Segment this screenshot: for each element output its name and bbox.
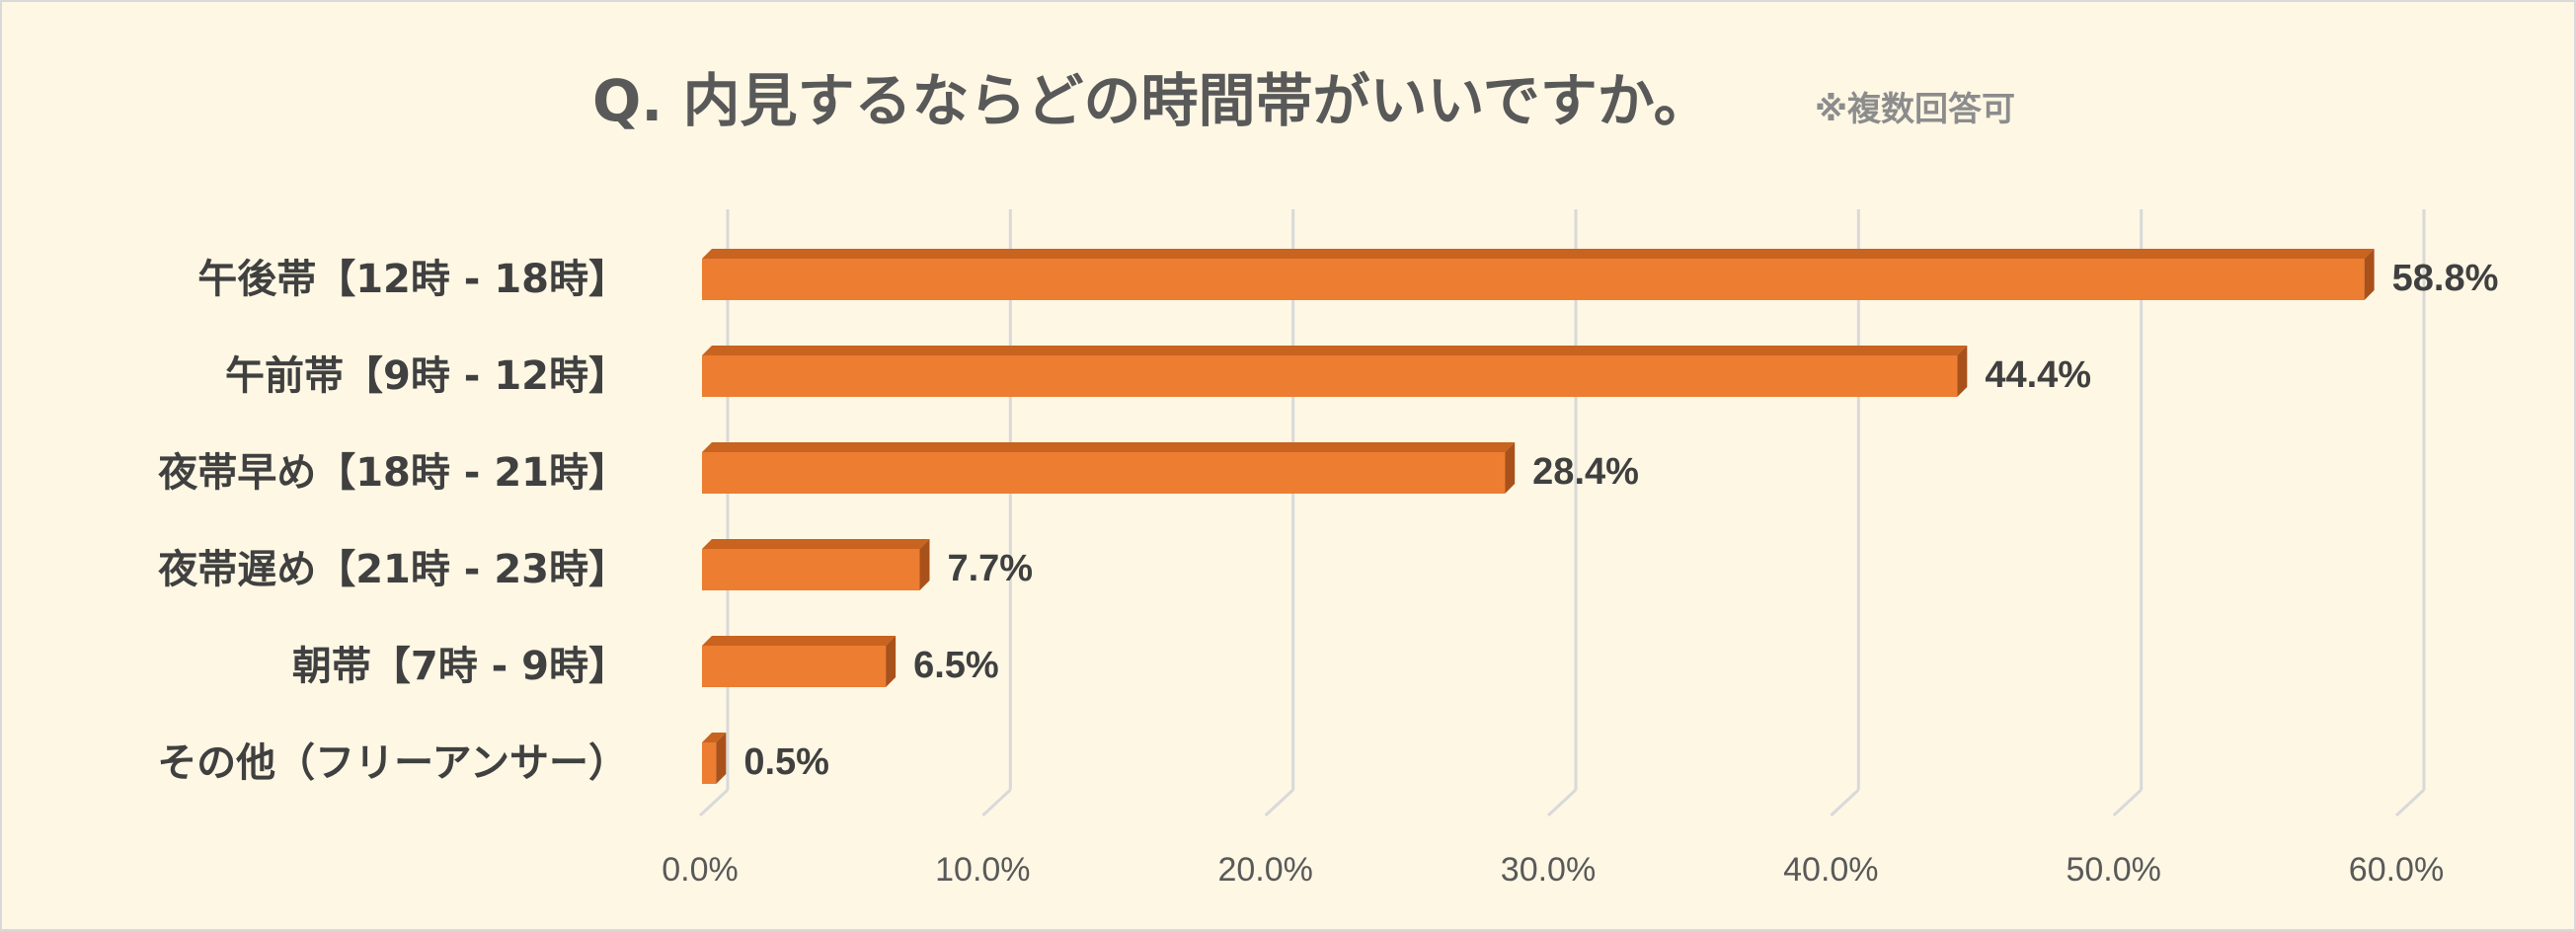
x-tick-label: 30.0% (1501, 851, 1596, 889)
bar-side (1957, 346, 1968, 397)
value-label: 7.7% (947, 548, 1033, 589)
bar-side (919, 539, 930, 590)
bar-side (1505, 442, 1516, 494)
bar-side (716, 733, 727, 784)
x-tick-label: 60.0% (2349, 851, 2444, 889)
x-tick-label: 40.0% (1783, 851, 1878, 889)
value-label: 6.5% (913, 645, 999, 686)
gridline-floor (1264, 788, 1294, 817)
gridline-floor (981, 788, 1012, 817)
category-label: 午後帯【12時 - 18時】 (197, 257, 628, 302)
gridline-floor (1830, 788, 1860, 817)
category-label: 夜帯早め【18時 - 21時】 (157, 450, 628, 496)
x-tick-label: 0.0% (662, 851, 739, 889)
x-tick-label: 10.0% (935, 851, 1030, 889)
x-tick-label: 20.0% (1217, 851, 1312, 889)
category-label: 夜帯遅め【21時 - 23時】 (157, 547, 628, 592)
bar-top (702, 733, 727, 742)
bar (702, 452, 1506, 494)
gridline-floor (2394, 788, 2426, 817)
gridlines (698, 209, 2426, 817)
category-label: 午前帯【9時 - 12時】 (225, 353, 628, 399)
bar-side (2364, 249, 2375, 300)
bar-top (702, 249, 2375, 259)
labels: 0.0% 10.0% 20.0% 30.0% 40.0% 50.0% 60.0% 58.8% 午… (157, 257, 2498, 889)
bar-side (886, 636, 897, 687)
value-label: 28.4% (1532, 451, 1639, 493)
chart-title: Q. 内見するならどの時間帯がいいですか。 (592, 67, 1711, 134)
category-label: 朝帯【7時 - 9時】 (292, 644, 628, 689)
value-label: 0.5% (743, 741, 829, 783)
bar (702, 742, 717, 784)
value-label: 58.8% (2392, 258, 2499, 299)
bar-top (702, 346, 1968, 355)
gridline-floor (2112, 788, 2143, 817)
bar (702, 646, 887, 687)
category-label: その他（フリーアンサー） (157, 740, 628, 786)
bar (702, 549, 920, 590)
gridline-floor (698, 788, 730, 817)
bar (702, 355, 1958, 397)
value-label: 44.4% (1985, 354, 2091, 396)
gridline-floor (1546, 788, 1578, 817)
bars (702, 249, 2375, 784)
bar (702, 259, 2365, 300)
bar-top (702, 442, 1516, 452)
bar-top (702, 636, 897, 646)
chart-subtitle: ※複数回答可 (1815, 90, 2015, 129)
x-tick-label: 50.0% (2066, 851, 2160, 889)
bar-top (702, 539, 930, 549)
